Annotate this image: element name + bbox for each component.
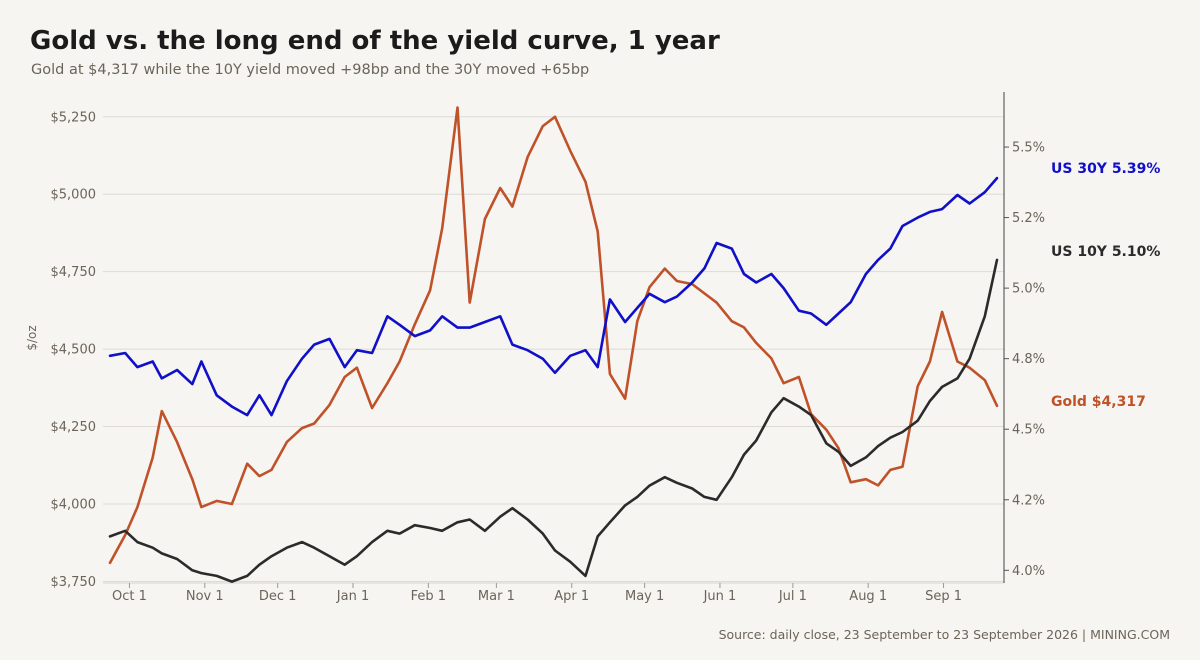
- gold-end-label: Gold $4,317: [1051, 394, 1146, 410]
- x-tick-label: Sep 1: [925, 589, 962, 604]
- y-right-tick-label: 4.5%: [1012, 423, 1045, 438]
- x-tick-label: Jun 1: [703, 589, 737, 604]
- x-tick-label: Jan 1: [336, 589, 369, 604]
- series-lines: [108, 106, 999, 583]
- end-labels: Gold $4,317 US 10Y 5.10% US 30Y 5.39%: [1051, 161, 1160, 410]
- x-tick-label: Aug 1: [849, 589, 887, 604]
- gold-line: [108, 106, 999, 565]
- x-tick-label: Jul 1: [778, 589, 807, 604]
- y-left-tick-label: $3,750: [51, 575, 97, 590]
- y-right-tick-label: 5.5%: [1012, 141, 1045, 156]
- x-tick-label: Feb 1: [411, 589, 446, 604]
- chart-subtitle: Gold at $4,317 while the 10Y yield moved…: [31, 62, 590, 78]
- y-left-tick-label: $4,750: [51, 265, 97, 280]
- chart-title: Gold vs. the long end of the yield curve…: [30, 26, 720, 56]
- x-tick-label: Nov 1: [186, 589, 224, 604]
- y-left-tick-label: $5,000: [51, 188, 97, 203]
- x-tick-label: Mar 1: [478, 589, 515, 604]
- y-left-tick-label: $4,000: [51, 498, 97, 513]
- x-tick-label: May 1: [625, 589, 664, 604]
- y-left-tick-label: $4,500: [51, 343, 97, 358]
- y-right-tick-label: 5.2%: [1012, 211, 1045, 226]
- axes: $3,750 $4,000 $4,250 $4,500 $4,750 $5,000 $5,2…: [25, 92, 1045, 604]
- y-left-tick-label: $5,250: [51, 110, 97, 125]
- x-tick-label: Dec 1: [259, 589, 297, 604]
- x-tick-label: Oct 1: [112, 589, 147, 604]
- y-right-tick-label: 4.0%: [1012, 564, 1045, 579]
- source-note: Source: daily close, 23 September to 23 …: [718, 627, 1170, 642]
- y-right-tick-label: 4.2%: [1012, 493, 1045, 508]
- us-10y-line: [108, 258, 999, 583]
- us-10y-end-label: US 10Y 5.10%: [1051, 244, 1160, 260]
- x-tick-label: Apr 1: [554, 589, 589, 604]
- gridlines: [103, 116, 1004, 582]
- y-left-axis-label: $/oz: [25, 325, 39, 350]
- us-30y-line: [108, 176, 999, 417]
- y-right-tick-label: 5.0%: [1012, 282, 1045, 297]
- us-30y-end-label: US 30Y 5.39%: [1051, 161, 1160, 177]
- y-right-tick-label: 4.8%: [1012, 352, 1045, 367]
- y-left-tick-label: $4,250: [51, 420, 97, 435]
